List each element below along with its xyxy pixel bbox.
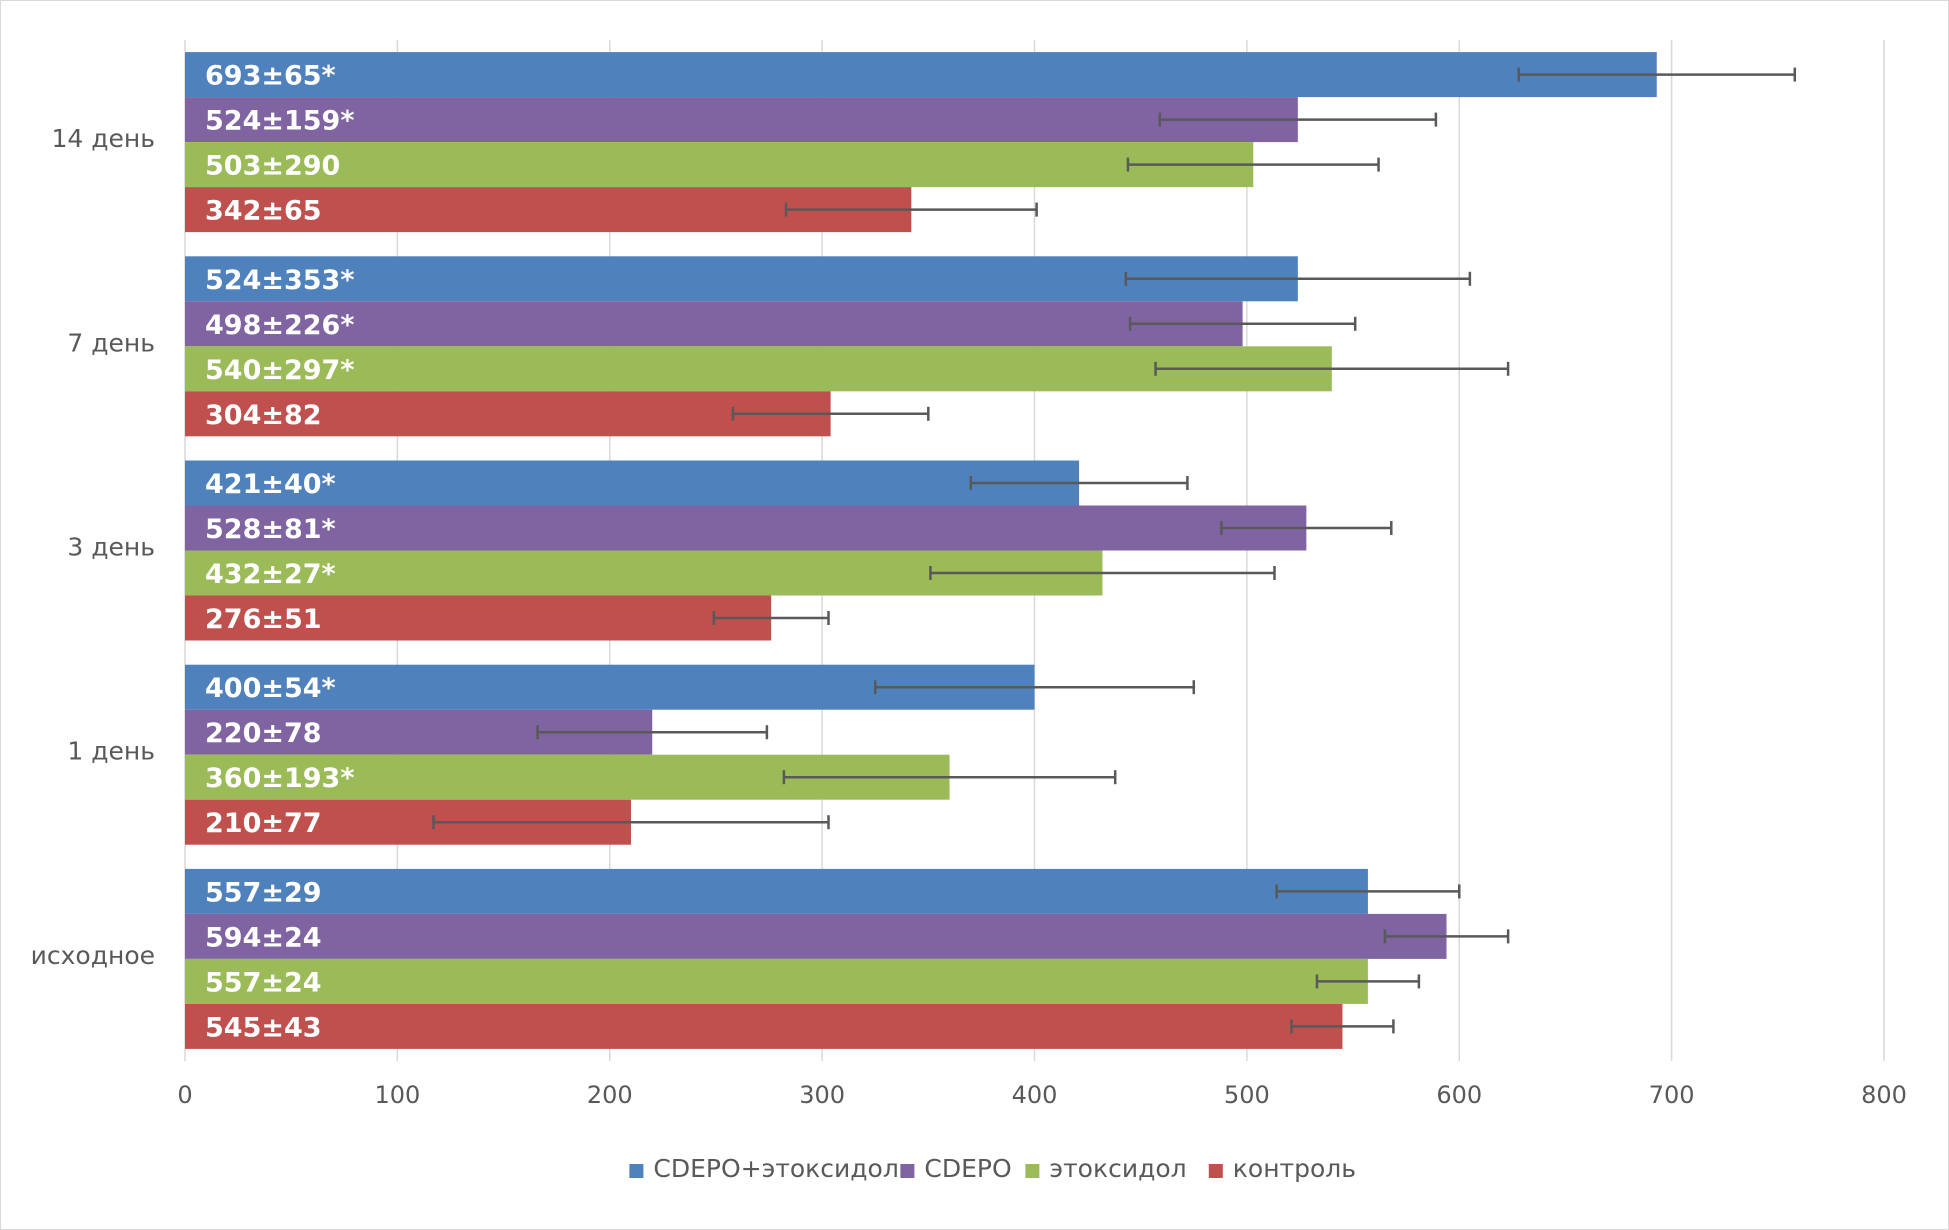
bar (185, 52, 1657, 98)
bar (185, 913, 1447, 959)
y-category-label: 14 день (51, 124, 155, 153)
error-bars (432, 67, 1797, 1034)
data-label: 421±40* (205, 469, 336, 500)
bar (185, 505, 1307, 551)
legend: CDEPO+этоксидол CDEPO этоксидол контроль (629, 1154, 1356, 1183)
y-category-label: 1 день (67, 737, 155, 766)
y-category-label: 3 день (67, 533, 155, 562)
legend-label: этоксидол (1049, 1154, 1186, 1183)
legend-swatch (900, 1164, 915, 1178)
y-category-label: исходное (31, 941, 155, 970)
x-tick-label: 600 (1436, 1081, 1482, 1109)
bar (185, 958, 1368, 1004)
bar (185, 460, 1080, 506)
bar (185, 142, 1254, 188)
data-label: 545±43 (205, 1012, 322, 1043)
data-label: 276±51 (205, 604, 322, 635)
data-label: 210±77 (205, 808, 322, 839)
legend-label: CDEPO (924, 1154, 1011, 1183)
x-axis: 0 100 200 300 400 500 600 700 800 (177, 1081, 1907, 1109)
legend-label: CDEPO+этоксидол (653, 1154, 898, 1183)
data-label: 594±24 (205, 922, 322, 953)
bar-data-labels: 557±29 594±24 557±24 545±43 400±54* 220±78 360… (205, 61, 354, 1044)
y-category-label: 7 день (67, 328, 155, 357)
data-label: 524±159* (205, 106, 354, 137)
data-label: 557±29 (205, 877, 322, 908)
bar (185, 346, 1332, 392)
bar (185, 301, 1243, 347)
x-tick-label: 700 (1649, 1081, 1695, 1109)
bar (185, 595, 772, 641)
x-tick-label: 200 (587, 1081, 633, 1109)
bar (185, 868, 1368, 914)
data-label: 693±65* (205, 61, 336, 92)
data-label: 524±353* (205, 265, 354, 296)
data-label: 400±54* (205, 673, 336, 704)
bar (185, 256, 1298, 302)
legend-swatch (629, 1164, 644, 1178)
bar (185, 97, 1298, 143)
x-tick-label: 400 (1012, 1081, 1058, 1109)
data-label: 304±82 (205, 400, 322, 431)
data-label: 498±226* (205, 310, 354, 341)
x-tick-label: 100 (374, 1081, 420, 1109)
y-axis: исходное 1 день 3 день 7 день 14 день (31, 124, 155, 970)
legend-swatch (1025, 1164, 1040, 1178)
data-label: 360±193* (205, 763, 354, 794)
x-tick-label: 500 (1224, 1081, 1270, 1109)
data-label: 557±24 (205, 967, 322, 998)
x-tick-label: 800 (1861, 1081, 1907, 1109)
data-label: 220±78 (205, 718, 322, 749)
legend-label: контроль (1233, 1154, 1356, 1183)
bar (185, 1003, 1343, 1049)
x-tick-label: 0 (177, 1081, 192, 1109)
data-label: 503±290 (205, 151, 340, 182)
x-tick-label: 300 (799, 1081, 845, 1109)
bars (185, 52, 1657, 1049)
legend-swatch (1208, 1164, 1223, 1178)
data-label: 342±65 (205, 196, 322, 227)
bar (185, 391, 831, 437)
data-label: 528±81* (205, 514, 336, 545)
data-label: 540±297* (205, 355, 354, 386)
data-label: 432±27* (205, 559, 336, 590)
